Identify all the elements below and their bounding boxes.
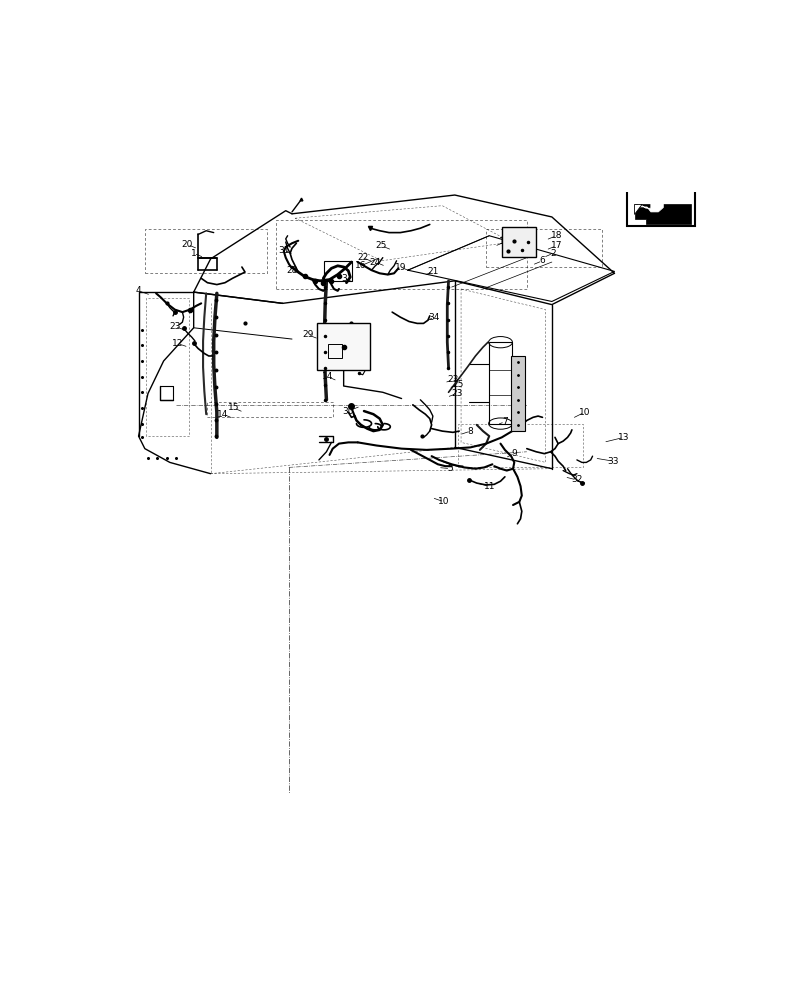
Text: 25: 25 — [376, 241, 387, 250]
Bar — [627, 175, 695, 226]
Text: 30: 30 — [343, 407, 354, 416]
Text: 31: 31 — [278, 246, 289, 255]
Bar — [317, 323, 370, 370]
Text: 2: 2 — [550, 249, 556, 258]
Text: 22: 22 — [357, 253, 368, 262]
Bar — [324, 261, 352, 281]
Text: 23: 23 — [169, 322, 180, 331]
Text: 6: 6 — [540, 256, 545, 265]
Text: 27: 27 — [339, 343, 351, 352]
Text: 10: 10 — [439, 497, 450, 506]
Bar — [328, 344, 342, 358]
Text: 20: 20 — [182, 240, 193, 249]
Text: 33: 33 — [608, 457, 619, 466]
Bar — [489, 342, 512, 424]
Text: 9: 9 — [511, 449, 517, 458]
Text: 23: 23 — [451, 389, 462, 398]
Text: 15: 15 — [228, 403, 239, 412]
Text: 11: 11 — [483, 482, 495, 491]
Text: 26: 26 — [327, 356, 339, 365]
Polygon shape — [634, 204, 642, 214]
Bar — [511, 356, 525, 431]
Text: 24: 24 — [369, 258, 381, 267]
Text: 17: 17 — [550, 241, 562, 250]
Text: 18: 18 — [550, 231, 562, 240]
Text: 14: 14 — [322, 372, 334, 381]
Polygon shape — [638, 203, 663, 212]
Text: 25: 25 — [452, 380, 464, 389]
Text: 1: 1 — [191, 249, 196, 258]
Text: 34: 34 — [428, 313, 440, 322]
Text: 3: 3 — [341, 274, 347, 283]
Text: 14: 14 — [499, 237, 511, 246]
Text: 4: 4 — [136, 286, 141, 295]
Text: 10: 10 — [579, 408, 590, 417]
Text: 21: 21 — [427, 267, 439, 276]
Text: 29: 29 — [302, 330, 314, 339]
Text: 5: 5 — [448, 464, 453, 473]
Text: 12: 12 — [172, 339, 183, 348]
Text: 14: 14 — [217, 410, 229, 419]
Text: 28: 28 — [286, 266, 297, 275]
Text: 32: 32 — [571, 475, 583, 484]
Text: 7: 7 — [502, 417, 507, 426]
Text: 19: 19 — [394, 263, 406, 272]
Text: 16: 16 — [356, 261, 367, 270]
Bar — [502, 227, 537, 257]
Text: 8: 8 — [468, 427, 473, 436]
Text: 15: 15 — [521, 233, 532, 242]
Polygon shape — [634, 204, 691, 224]
Text: 13: 13 — [618, 433, 629, 442]
Text: 23: 23 — [448, 375, 459, 384]
